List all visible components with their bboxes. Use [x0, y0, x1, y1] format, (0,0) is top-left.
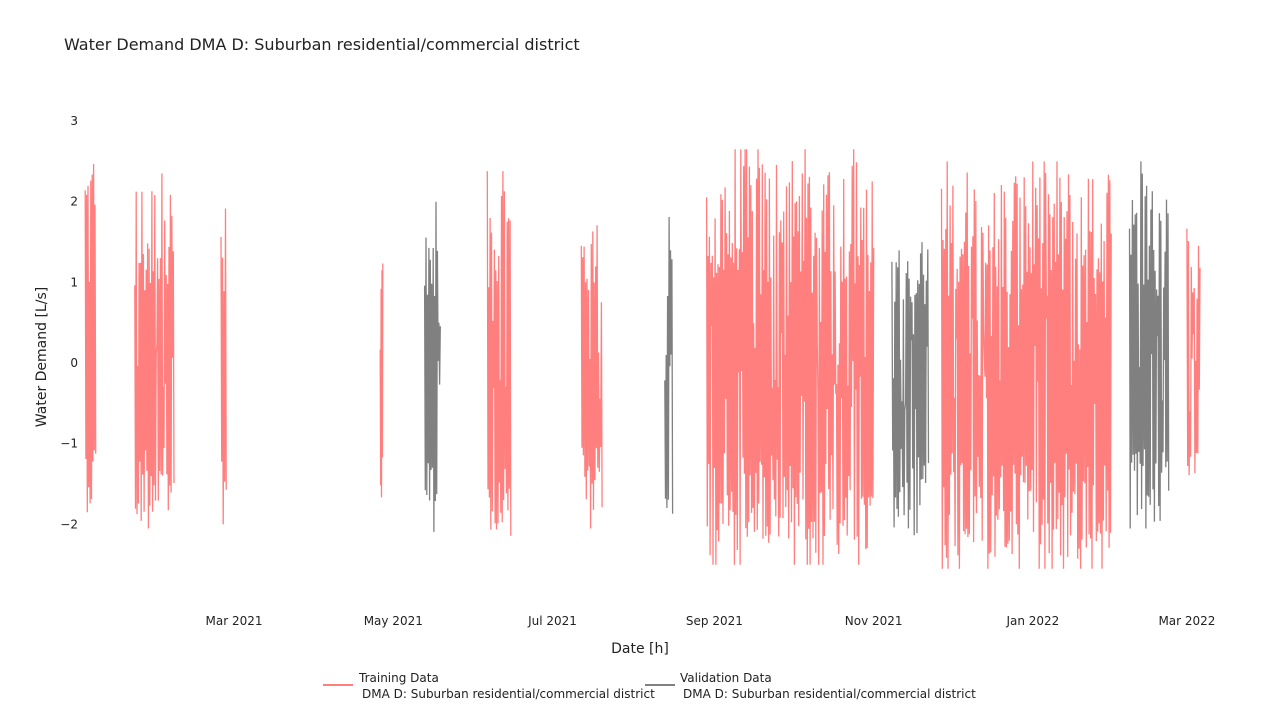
y-axis-title: Water Demand [L/s] [34, 287, 50, 427]
x-tick-label: Mar 2022 [1158, 614, 1215, 628]
training-series-segment-7 [940, 161, 1112, 569]
x-tick-label: Sep 2021 [686, 614, 743, 628]
training-series-segment-3 [379, 263, 384, 498]
validation-series-segment-0 [423, 201, 441, 532]
legend-sublabel-training: DMA D: Suburban residential/commercial d… [362, 687, 655, 701]
y-tick-label: 0 [70, 356, 78, 370]
y-tick-label: −1 [60, 437, 78, 451]
legend-sublabel-validation: DMA D: Suburban residential/commercial d… [683, 687, 976, 701]
training-series-segment-1 [134, 173, 175, 529]
validation-series-segment-3 [1128, 161, 1170, 529]
y-axis-ticks: 3 2 1 0 −1 −2 [60, 114, 78, 531]
training-series-segment-0 [84, 164, 97, 513]
plot-area [84, 149, 1201, 569]
x-tick-label: May 2021 [364, 614, 423, 628]
y-tick-label: −2 [60, 517, 78, 531]
y-tick-label: 1 [70, 275, 78, 289]
validation-series-segment-1 [664, 216, 674, 514]
legend-label-training: Training Data [358, 671, 439, 685]
training-series-segment-5 [580, 225, 603, 529]
x-tick-label: Mar 2021 [206, 614, 263, 628]
training-series-segment-6 [705, 149, 875, 565]
training-series-segment-2 [220, 208, 227, 525]
x-tick-label: Jul 2021 [527, 614, 577, 628]
legend-item-training[interactable]: Training Data DMA D: Suburban residentia… [323, 671, 655, 701]
legend-label-validation: Validation Data [680, 671, 772, 685]
chart-title: Water Demand DMA D: Suburban residential… [64, 35, 580, 54]
training-series-segment-8 [1186, 228, 1201, 476]
x-tick-label: Jan 2022 [1005, 614, 1059, 628]
x-axis-title: Date [h] [611, 641, 669, 657]
x-tick-label: Nov 2021 [845, 614, 903, 628]
legend[interactable]: Training Data DMA D: Suburban residentia… [323, 671, 976, 701]
y-tick-label: 2 [70, 195, 78, 209]
training-series-segment-4 [486, 171, 512, 536]
x-axis-ticks: Mar 2021 May 2021 Jul 2021 Sep 2021 Nov 2021… [206, 614, 1216, 628]
legend-item-validation[interactable]: Validation Data DMA D: Suburban resident… [645, 671, 976, 701]
validation-series-segment-2 [891, 242, 930, 536]
y-tick-label: 3 [70, 114, 78, 128]
